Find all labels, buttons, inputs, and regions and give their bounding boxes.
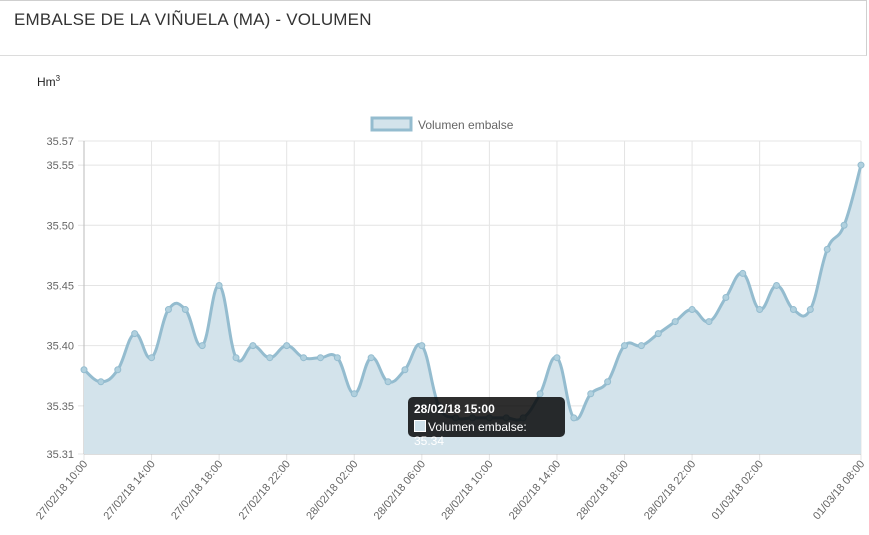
data-point[interactable] xyxy=(418,342,426,350)
data-point[interactable] xyxy=(215,281,223,289)
y-axis-ticks: 35.57 35.55 35.50 35.45 35.40 35.35 35.31 xyxy=(46,136,74,461)
legend[interactable]: Volumen embalse xyxy=(370,116,514,132)
data-point[interactable] xyxy=(722,294,730,301)
data-point[interactable] xyxy=(164,306,172,314)
data-point[interactable] xyxy=(857,161,865,169)
data-point[interactable] xyxy=(604,378,612,386)
x-tick-label: 28/02/18 18:00 xyxy=(574,458,630,522)
data-point[interactable] xyxy=(97,378,105,386)
x-tick-label: 27/02/18 10:00 xyxy=(34,458,90,522)
x-tick-label: 28/02/18 06:00 xyxy=(372,458,428,522)
data-point[interactable] xyxy=(80,366,88,374)
data-point[interactable] xyxy=(789,306,797,314)
y-tick-label: 35.35 xyxy=(46,401,74,413)
x-tick-label: 27/02/18 18:00 xyxy=(169,458,225,522)
data-point[interactable] xyxy=(621,342,629,350)
data-tooltip: 28/02/18 15:00 Volumen embalse: 35.34 xyxy=(408,397,565,448)
data-point[interactable] xyxy=(536,390,544,398)
y-tick-label: 35.31 xyxy=(46,449,74,461)
data-point[interactable] xyxy=(181,306,189,314)
legend-label: Volumen embalse xyxy=(418,118,514,132)
data-point[interactable] xyxy=(384,378,392,386)
x-tick-label: 01/03/18 02:00 xyxy=(710,458,766,522)
data-point[interactable] xyxy=(401,366,409,374)
tooltip-row: Volumen embalse: 35.34 xyxy=(414,420,559,448)
data-point[interactable] xyxy=(587,390,595,398)
data-point[interactable] xyxy=(316,354,324,362)
data-point[interactable] xyxy=(840,221,848,229)
x-tick-label: 28/02/18 10:00 xyxy=(439,458,495,522)
series-area-fill xyxy=(84,165,861,455)
data-point[interactable] xyxy=(350,390,358,398)
data-point[interactable] xyxy=(823,245,831,253)
unit-label-base: Hm xyxy=(37,75,56,89)
y-tick-label: 35.55 xyxy=(46,160,74,172)
x-tick-label: 27/02/18 22:00 xyxy=(237,458,293,522)
y-tick-label: 35.57 xyxy=(46,136,74,148)
data-point[interactable] xyxy=(131,330,139,338)
x-tick-label: 28/02/18 02:00 xyxy=(304,458,360,522)
data-point[interactable] xyxy=(637,342,645,350)
data-point[interactable] xyxy=(654,330,662,338)
tooltip-label: Volumen embalse: 35.34 xyxy=(414,420,527,448)
x-axis-ticks: 27/02/18 10:00 27/02/18 14:00 27/02/18 18:… xyxy=(34,458,867,522)
unit-label: Hm3 xyxy=(37,74,60,89)
y-tick-label: 35.45 xyxy=(46,280,74,292)
data-point[interactable] xyxy=(198,342,206,350)
data-point[interactable] xyxy=(232,354,240,362)
data-point[interactable] xyxy=(806,306,814,314)
panel-header: EMBALSE DE LA VIÑUELA (MA) - VOLUMEN xyxy=(0,0,867,56)
data-point[interactable] xyxy=(148,354,156,362)
y-tick-label: 35.40 xyxy=(46,341,74,353)
data-point[interactable] xyxy=(739,269,747,277)
data-point[interactable] xyxy=(688,306,696,314)
data-point[interactable] xyxy=(671,318,679,326)
data-point[interactable] xyxy=(773,281,781,289)
data-point[interactable] xyxy=(553,354,561,362)
x-tick-label: 01/03/18 08:00 xyxy=(811,458,867,522)
data-point[interactable] xyxy=(333,354,341,362)
y-tick-label: 35.50 xyxy=(46,220,74,232)
x-tick-label: 27/02/18 14:00 xyxy=(101,458,157,522)
tooltip-title: 28/02/18 15:00 xyxy=(414,402,495,416)
x-tick-label: 28/02/18 22:00 xyxy=(642,458,698,522)
x-tick-label: 28/02/18 14:00 xyxy=(507,458,563,522)
data-point[interactable] xyxy=(266,354,274,362)
data-point[interactable] xyxy=(570,414,578,422)
page-title: EMBALSE DE LA VIÑUELA (MA) - VOLUMEN xyxy=(14,10,372,29)
data-point[interactable] xyxy=(300,354,308,362)
unit-label-exponent: 3 xyxy=(55,74,61,83)
data-point[interactable] xyxy=(367,354,375,362)
legend-swatch xyxy=(370,116,413,132)
tooltip-swatch xyxy=(414,420,426,432)
data-point[interactable] xyxy=(705,318,713,326)
data-point[interactable] xyxy=(756,306,764,314)
data-point[interactable] xyxy=(283,342,291,350)
data-point[interactable] xyxy=(114,366,122,374)
data-point[interactable] xyxy=(249,342,257,350)
